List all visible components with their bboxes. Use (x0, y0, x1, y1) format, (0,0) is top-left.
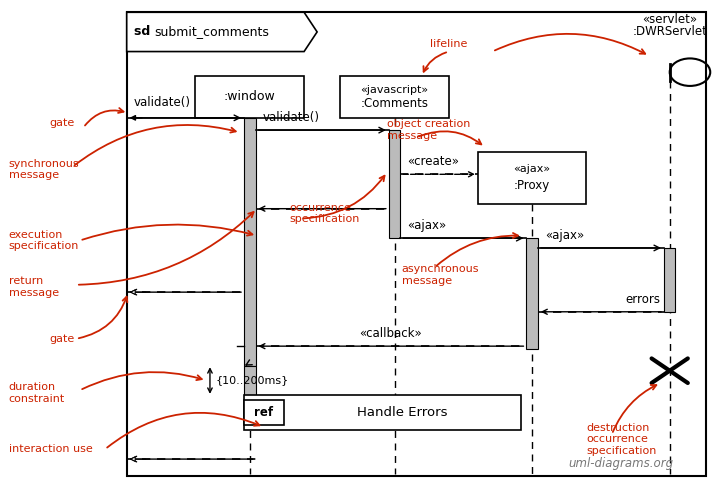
Text: duration
constraint: duration constraint (9, 382, 65, 404)
Text: gate: gate (49, 118, 75, 128)
Text: return
message: return message (9, 276, 59, 298)
Bar (389, 130, 400, 238)
Text: :Proxy: :Proxy (514, 179, 550, 192)
Text: Handle Errors: Handle Errors (357, 406, 447, 419)
Text: «ajax»: «ajax» (545, 229, 584, 242)
Text: validate(): validate() (134, 96, 191, 109)
Text: :window: :window (224, 90, 276, 104)
Text: «javascript»: «javascript» (361, 84, 429, 95)
Text: sd: sd (134, 26, 154, 38)
Text: interaction use: interaction use (9, 444, 93, 454)
Text: uml-diagrams.org: uml-diagrams.org (568, 458, 673, 470)
Text: gate: gate (49, 334, 75, 344)
Bar (478, 152, 586, 204)
Text: errors: errors (626, 293, 660, 306)
Text: «create»: «create» (408, 156, 460, 168)
Text: «servlet»: «servlet» (642, 13, 697, 26)
Text: «callback»: «callback» (360, 327, 422, 340)
Text: occurrence
specification: occurrence specification (290, 203, 360, 224)
Bar (127, 12, 706, 476)
Bar (195, 76, 304, 118)
Text: «ajax»: «ajax» (513, 164, 551, 174)
Text: destruction
occurrence
specification: destruction occurrence specification (586, 423, 657, 456)
Bar (244, 118, 256, 366)
Bar (244, 400, 284, 425)
Text: lifeline: lifeline (430, 39, 468, 49)
Bar (340, 76, 449, 118)
Text: ref: ref (254, 406, 274, 419)
Text: {10..200ms}: {10..200ms} (216, 376, 289, 385)
Text: validate(): validate() (263, 111, 320, 124)
Bar (244, 366, 256, 395)
Text: asynchronous
message: asynchronous message (402, 264, 479, 286)
Bar (244, 395, 521, 430)
Text: «ajax»: «ajax» (408, 219, 447, 232)
Text: submit_comments: submit_comments (154, 26, 269, 38)
Text: object creation
message: object creation message (387, 119, 471, 141)
Text: execution
specification: execution specification (9, 230, 79, 251)
Text: :DWRServlet: :DWRServlet (632, 26, 707, 38)
Polygon shape (127, 12, 317, 52)
Text: :Comments: :Comments (361, 97, 429, 110)
Text: synchronous
message: synchronous message (9, 159, 80, 180)
Bar (526, 238, 538, 349)
Bar (664, 248, 675, 312)
